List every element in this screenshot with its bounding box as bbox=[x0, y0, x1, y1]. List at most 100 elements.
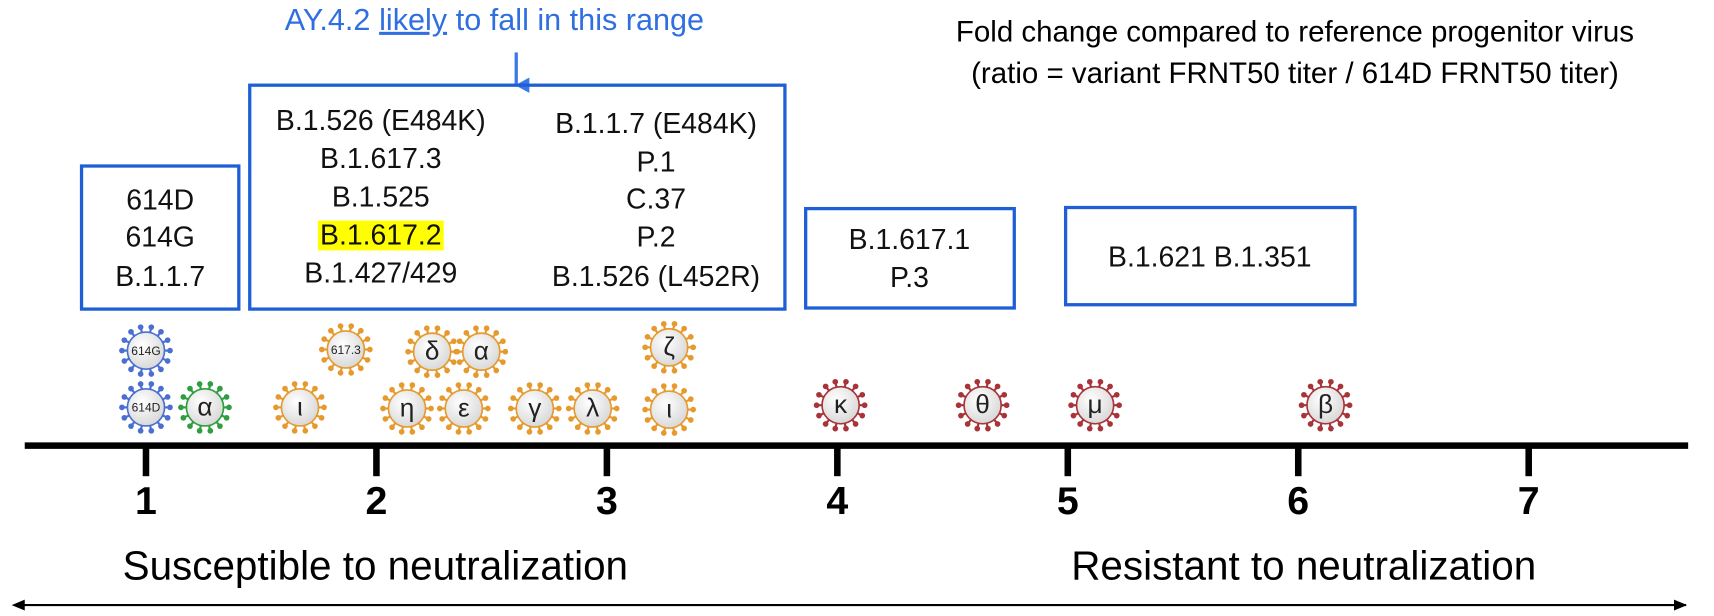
spike-head bbox=[822, 383, 829, 390]
spike-head bbox=[419, 386, 425, 393]
spike-head bbox=[843, 425, 849, 432]
spike-head bbox=[493, 367, 500, 374]
spike-head bbox=[414, 330, 420, 336]
spike-head bbox=[187, 423, 193, 430]
spike-head bbox=[1070, 391, 1077, 398]
variant-label: 614D bbox=[126, 185, 194, 217]
spike-head bbox=[500, 359, 506, 365]
spike-head bbox=[1346, 402, 1353, 409]
spike-head bbox=[226, 404, 232, 411]
spike-head bbox=[207, 381, 214, 387]
tick-label: 7 bbox=[1518, 479, 1540, 523]
spike-head bbox=[974, 378, 981, 385]
spike-head bbox=[642, 406, 648, 413]
variant-label: P.1 bbox=[637, 146, 676, 178]
spike-head bbox=[423, 325, 430, 332]
spike-head bbox=[584, 382, 591, 388]
spike-head bbox=[507, 405, 514, 412]
variant-label: 614G bbox=[125, 222, 194, 254]
virus-label: λ bbox=[586, 392, 599, 422]
spike-head bbox=[409, 429, 416, 435]
tick-label: 1 bbox=[135, 479, 157, 523]
spike-head bbox=[568, 395, 574, 401]
spike-head bbox=[568, 416, 574, 422]
variant-label: P.2 bbox=[637, 222, 676, 254]
virus-icon: η bbox=[380, 382, 434, 435]
virus-icon: ε bbox=[436, 382, 491, 435]
virus-body bbox=[573, 389, 613, 428]
spike-head bbox=[1001, 391, 1008, 398]
virus-body bbox=[280, 388, 320, 427]
spike-head bbox=[364, 336, 371, 342]
spike-head bbox=[425, 416, 432, 422]
spike-head bbox=[187, 385, 193, 392]
spike-head bbox=[121, 337, 128, 344]
spike-head bbox=[148, 381, 155, 387]
spike-head bbox=[128, 385, 134, 392]
spike-head bbox=[644, 334, 651, 340]
spike-head bbox=[223, 414, 230, 421]
spike-head bbox=[318, 346, 325, 353]
spike-head bbox=[273, 404, 279, 411]
spike-head bbox=[687, 354, 694, 361]
virus-body bbox=[326, 330, 366, 369]
spike-head bbox=[994, 421, 1001, 427]
virus-label: α bbox=[197, 391, 212, 421]
spike-head bbox=[357, 327, 364, 334]
spike-head bbox=[660, 321, 667, 327]
left-label: Susceptible to neutralization bbox=[123, 543, 628, 589]
spike-head bbox=[526, 382, 533, 388]
spike-head bbox=[337, 323, 344, 329]
spike-head bbox=[832, 378, 839, 385]
spike-head bbox=[681, 325, 687, 332]
spike-head bbox=[121, 394, 128, 400]
spike-head bbox=[1107, 383, 1113, 390]
virus-label: 614D bbox=[132, 401, 161, 415]
virus-body bbox=[515, 389, 555, 428]
spike-head bbox=[1301, 412, 1307, 419]
spike-head bbox=[1107, 421, 1113, 427]
spike-head bbox=[128, 328, 134, 335]
spike-head bbox=[217, 385, 223, 392]
virus-icon: λ bbox=[565, 382, 620, 435]
spike-head bbox=[642, 344, 648, 351]
spike-head bbox=[196, 381, 203, 387]
spike-head bbox=[604, 424, 611, 431]
virus-body bbox=[444, 389, 484, 428]
group-box bbox=[79, 164, 241, 311]
annotation-part: likely bbox=[379, 3, 448, 37]
spike-head bbox=[660, 367, 667, 374]
spike-head bbox=[414, 367, 420, 374]
spike-head bbox=[484, 405, 491, 412]
tick-label: 4 bbox=[826, 479, 848, 523]
variant-label: P.3 bbox=[890, 262, 929, 294]
spike-head bbox=[1097, 425, 1104, 432]
spike-head bbox=[555, 405, 562, 412]
spike-head bbox=[526, 429, 533, 435]
spike-head bbox=[312, 385, 318, 392]
spike-head bbox=[223, 394, 230, 400]
virus-label: 617.3 bbox=[331, 343, 361, 357]
spike-head bbox=[455, 429, 462, 435]
spike-head bbox=[466, 382, 472, 388]
spike-head bbox=[493, 330, 500, 336]
spike-head bbox=[434, 325, 441, 332]
spike-head bbox=[1113, 412, 1120, 419]
spike-head bbox=[321, 357, 328, 363]
spike-head bbox=[681, 363, 687, 369]
spike-head bbox=[137, 381, 144, 387]
spike-head bbox=[816, 391, 822, 398]
spike-head bbox=[1344, 391, 1351, 398]
spike-head bbox=[207, 427, 214, 434]
spike-head bbox=[516, 386, 523, 393]
spike-head bbox=[291, 427, 298, 434]
spike-head bbox=[164, 394, 171, 400]
spike-head bbox=[407, 359, 414, 365]
spike-head bbox=[167, 404, 173, 411]
spike-head bbox=[475, 386, 482, 393]
virus-label: α bbox=[474, 336, 489, 366]
virus-body bbox=[821, 385, 861, 425]
highlight bbox=[317, 220, 444, 251]
